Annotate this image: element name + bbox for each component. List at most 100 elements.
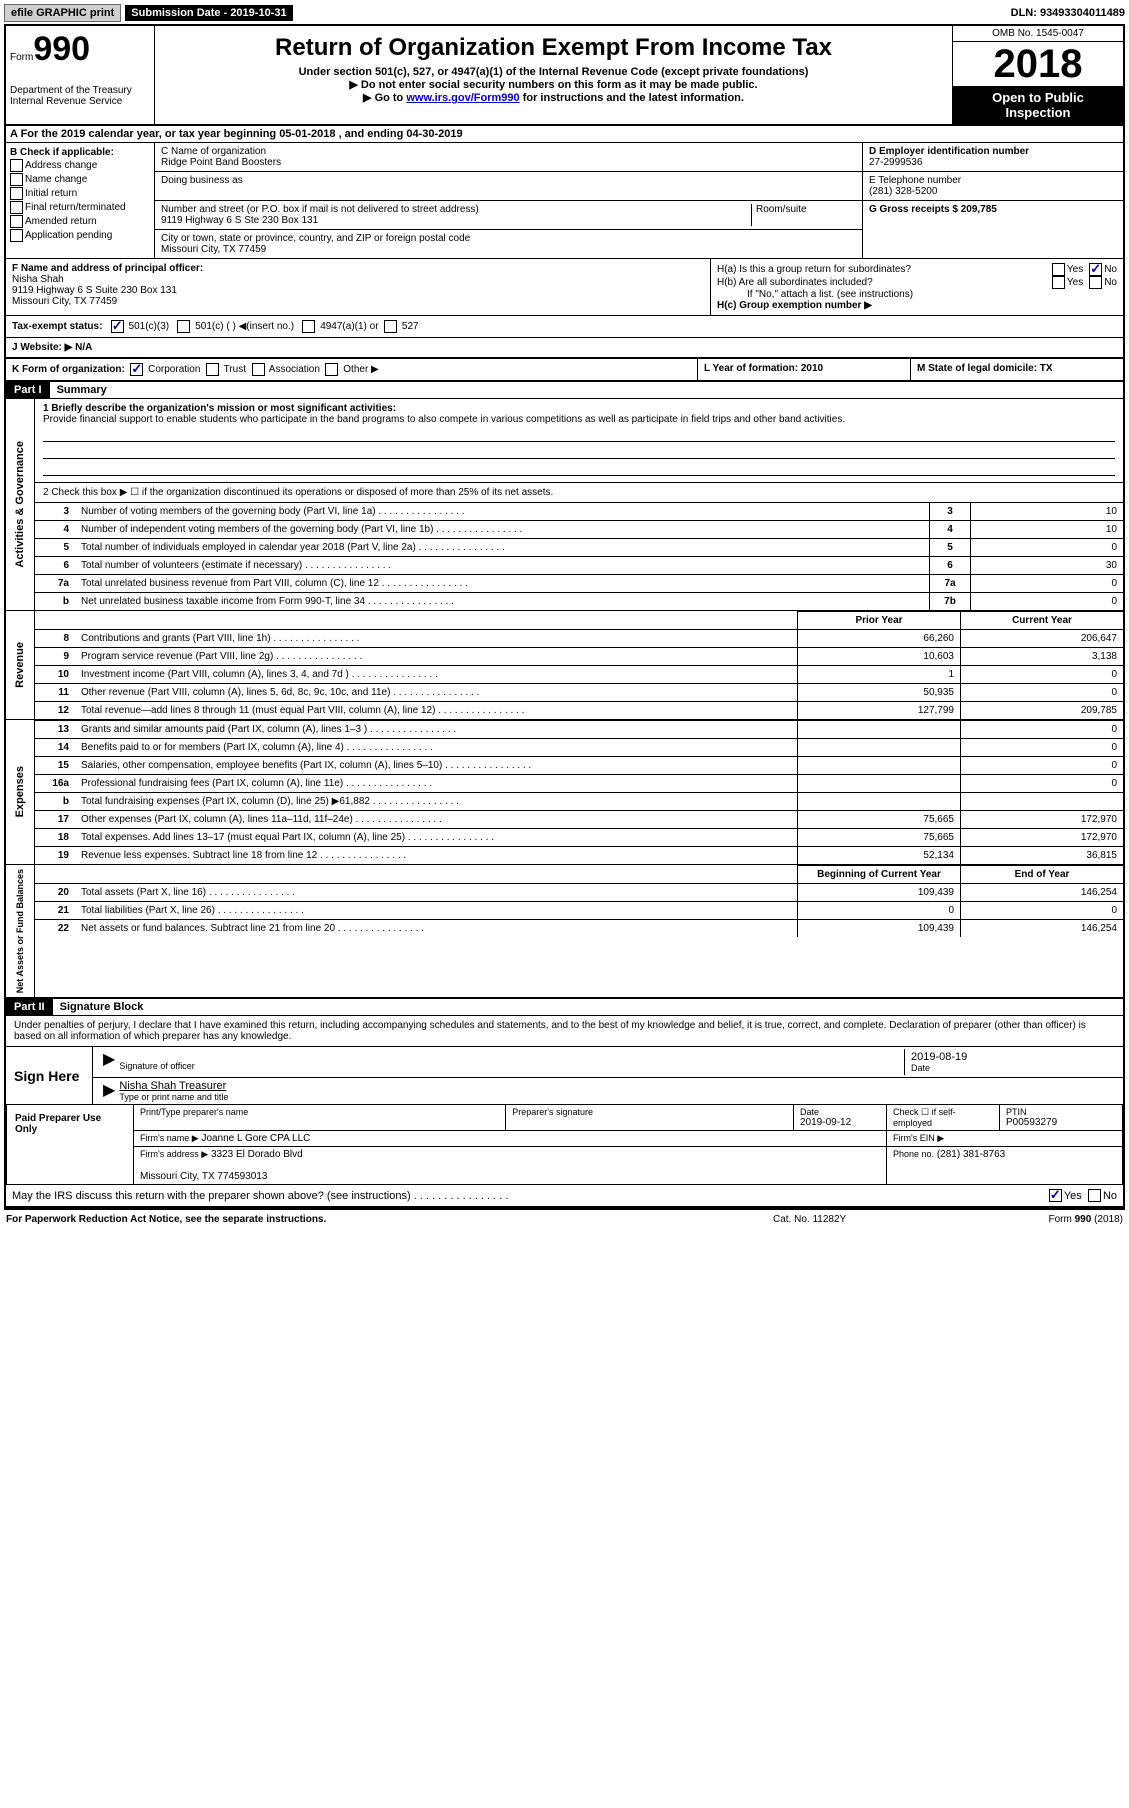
officer-addr2: Missouri City, TX 77459: [12, 296, 704, 307]
website-row: J Website: ▶ N/A: [6, 338, 1123, 359]
ein-value: 27-2999536: [869, 157, 1117, 168]
discuss-no-check[interactable]: [1088, 1189, 1101, 1202]
col-c-org-info: C Name of organization Ridge Point Band …: [155, 143, 862, 258]
hc-label: H(c) Group exemption number ▶: [717, 300, 1117, 311]
gov-side-label: Activities & Governance: [6, 399, 35, 610]
dba-cell: Doing business as: [155, 172, 862, 201]
sig-officer-label: Signature of officer: [119, 1061, 904, 1071]
table-row: 21 Total liabilities (Part X, line 26) 0…: [35, 902, 1123, 920]
check-501c[interactable]: [177, 320, 190, 333]
part1-title: Summary: [57, 384, 107, 396]
line2-discontinued: 2 Check this box ▶ ☐ if the organization…: [35, 482, 1123, 502]
public-line1: Open to Public: [957, 90, 1119, 105]
check-amended-return[interactable]: Amended return: [10, 215, 150, 228]
opt-501c3: 501(c)(3): [129, 321, 170, 332]
subtitle-1: Under section 501(c), 527, or 4947(a)(1)…: [159, 66, 948, 78]
hb-yes-check[interactable]: [1052, 276, 1065, 289]
ha-no-check[interactable]: [1089, 263, 1102, 276]
check-4947[interactable]: [302, 320, 315, 333]
ha-label: H(a) Is this a group return for subordin…: [717, 264, 1052, 275]
exp-table: 13 Grants and similar amounts paid (Part…: [35, 720, 1123, 864]
name-title-label: Type or print name and title: [119, 1092, 1117, 1102]
sig-date-label: Date: [911, 1063, 1111, 1073]
declaration-text: Under penalties of perjury, I declare th…: [6, 1016, 1123, 1046]
header-right: OMB No. 1545-0047 2018 Open to Public In…: [952, 26, 1123, 124]
address-label: Number and street (or P.O. box if mail i…: [161, 204, 751, 215]
hb-no-check[interactable]: [1089, 276, 1102, 289]
phone-label: E Telephone number: [869, 175, 1117, 186]
table-row: 17 Other expenses (Part IX, column (A), …: [35, 811, 1123, 829]
efile-button[interactable]: efile GRAPHIC print: [4, 4, 121, 22]
goto-suffix: for instructions and the latest informat…: [520, 92, 744, 104]
check-trust[interactable]: [206, 363, 219, 376]
goto-prefix: ▶ Go to: [363, 92, 406, 104]
irs-link[interactable]: www.irs.gov/Form990: [406, 92, 519, 104]
dept-irs: Internal Revenue Service: [10, 96, 150, 107]
col-current-year: Current Year: [961, 612, 1124, 630]
footer-mid: Cat. No. 11282Y: [773, 1214, 973, 1225]
opt-other: Other ▶: [343, 364, 378, 375]
check-corp[interactable]: [130, 363, 143, 376]
check-name-change[interactable]: Name change: [10, 173, 150, 186]
discuss-no: No: [1103, 1190, 1117, 1202]
table-row: 18 Total expenses. Add lines 13–17 (must…: [35, 829, 1123, 847]
org-name-cell: C Name of organization Ridge Point Band …: [155, 143, 862, 172]
firm-ein-cell: Firm's EIN ▶: [887, 1131, 1123, 1147]
klm-row: K Form of organization: Corporation Trus…: [6, 359, 1123, 382]
website-label: J Website: ▶: [12, 342, 72, 353]
opt-trust: Trust: [224, 364, 246, 375]
table-row: 20 Total assets (Part X, line 16) 109,43…: [35, 884, 1123, 902]
k-label: K Form of organization:: [12, 364, 125, 375]
col-begin-year: Beginning of Current Year: [798, 866, 961, 884]
check-address-change[interactable]: Address change: [10, 159, 150, 172]
sign-here-label: Sign Here: [6, 1047, 93, 1104]
table-row: 3 Number of voting members of the govern…: [35, 503, 1123, 521]
pp-date-cell: Date 2019-09-12: [794, 1105, 887, 1131]
city-cell: City or town, state or province, country…: [155, 230, 862, 258]
opt-assoc: Association: [269, 364, 320, 375]
arrow-icon-2: ▶: [99, 1080, 119, 1102]
table-row: 22 Net assets or fund balances. Subtract…: [35, 920, 1123, 938]
hb-no: No: [1104, 277, 1117, 288]
form-container: Form990 Department of the Treasury Inter…: [4, 24, 1125, 1208]
rev-side-label: Revenue: [6, 611, 35, 719]
check-other[interactable]: [325, 363, 338, 376]
check-501c3[interactable]: [111, 320, 124, 333]
check-initial-return[interactable]: Initial return: [10, 187, 150, 200]
table-row: 11 Other revenue (Part VIII, column (A),…: [35, 684, 1123, 702]
state-domicile: M State of legal domicile: TX: [910, 359, 1123, 380]
officer-name: Nisha Shah: [12, 274, 704, 285]
check-final-return[interactable]: Final return/terminated: [10, 201, 150, 214]
ha-no: No: [1104, 264, 1117, 275]
paid-preparer-label: Paid Preparer Use Only: [7, 1105, 134, 1185]
table-row: 13 Grants and similar amounts paid (Part…: [35, 721, 1123, 739]
pp-selfemp-cell: Check ☐ if self-employed: [887, 1105, 1000, 1131]
firm-phone-cell: Phone no. (281) 381-8763: [887, 1147, 1123, 1185]
gov-table: 3 Number of voting members of the govern…: [35, 502, 1123, 610]
sig-date-value: 2019-08-19: [911, 1051, 1111, 1063]
dept-treasury: Department of the Treasury: [10, 85, 150, 96]
part1-badge: Part I: [6, 382, 50, 398]
mission-text: Provide financial support to enable stud…: [43, 414, 1115, 425]
firm-addr-cell: Firm's address ▶ 3323 El Dorado Blvd Mis…: [134, 1147, 887, 1185]
table-row: b Total fundraising expenses (Part IX, c…: [35, 793, 1123, 811]
form-title: Return of Organization Exempt From Incom…: [159, 34, 948, 62]
check-application-pending[interactable]: Application pending: [10, 229, 150, 242]
table-row: 8 Contributions and grants (Part VIII, l…: [35, 630, 1123, 648]
part2-header-row: Part II Signature Block: [6, 999, 1123, 1016]
paid-preparer-table: Paid Preparer Use Only Print/Type prepar…: [6, 1104, 1123, 1185]
org-name: Ridge Point Band Boosters: [161, 157, 856, 168]
exp-section: Expenses 13 Grants and similar amounts p…: [6, 720, 1123, 865]
discuss-yes-check[interactable]: [1049, 1189, 1062, 1202]
dln-label: DLN: 93493304011489: [1011, 7, 1125, 19]
check-assoc[interactable]: [252, 363, 265, 376]
opt-501c: 501(c) ( ) ◀(insert no.): [195, 321, 294, 332]
subtitle-2: ▶ Do not enter social security numbers o…: [159, 78, 948, 91]
ha-yes-check[interactable]: [1052, 263, 1065, 276]
pp-sig-cell: Preparer's signature: [506, 1105, 794, 1131]
group-return: H(a) Is this a group return for subordin…: [710, 259, 1123, 315]
tax-exempt-label: Tax-exempt status:: [12, 321, 102, 332]
col-b-title: B Check if applicable:: [10, 147, 150, 158]
sign-here-row: Sign Here ▶ Signature of officer 2019-08…: [6, 1046, 1123, 1104]
check-527[interactable]: [384, 320, 397, 333]
